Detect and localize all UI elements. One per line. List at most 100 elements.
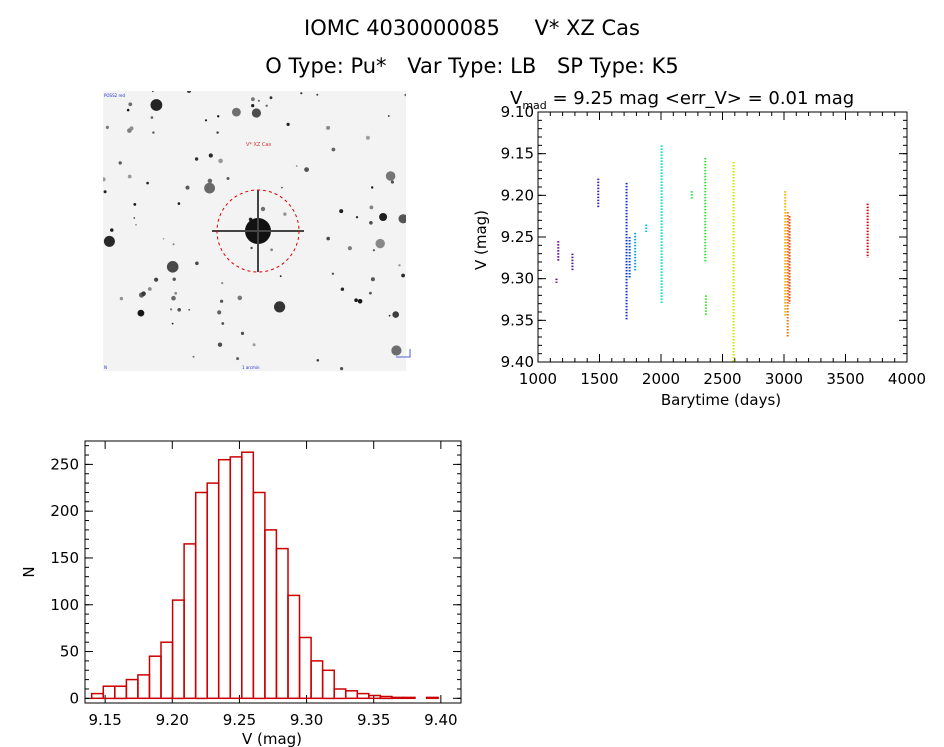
field-star	[174, 291, 178, 295]
histogram-ylabel: N	[20, 566, 38, 577]
field-star	[326, 236, 331, 241]
field-star	[365, 135, 370, 140]
field-star	[274, 301, 286, 313]
histogram-bar	[275, 547, 289, 700]
y-tick-label: 9.35	[501, 311, 534, 329]
histogram-bars	[90, 451, 439, 700]
histogram-bar	[229, 456, 243, 700]
field-star	[300, 92, 303, 95]
y-tick-label: 150	[50, 549, 79, 567]
histogram-bar	[356, 692, 370, 700]
field-star	[141, 291, 146, 297]
field-star	[118, 161, 122, 165]
target-marker-label: V* XZ Cas	[246, 142, 272, 148]
field-star	[103, 235, 115, 247]
field-star	[204, 119, 208, 122]
light-curve-xlabel: Barytime (days)	[661, 391, 781, 409]
field-star	[170, 308, 173, 311]
x-tick-label: 9.20	[156, 711, 189, 729]
x-tick-label: 2500	[703, 370, 741, 388]
histogram-bar	[125, 678, 139, 700]
field-star	[162, 238, 165, 240]
x-tick-label: 9.30	[290, 711, 323, 729]
y-tick-label: 9.20	[501, 186, 534, 204]
field-star	[150, 99, 163, 111]
light-curve-frame	[537, 111, 908, 363]
field-star	[127, 174, 132, 179]
y-tick-label: 9.10	[501, 103, 534, 121]
histogram-plot: 9.15 9.20 9.25 9.30 9.35 9.40050100150200250 …	[20, 440, 462, 747]
image-scale-label: 1 arcmin	[242, 365, 260, 370]
histogram-bar	[310, 660, 324, 700]
field-star	[251, 104, 255, 108]
field-star	[269, 96, 273, 100]
image-corner-label-top-left: POSS2 red	[104, 93, 125, 98]
histogram-bar	[287, 594, 301, 700]
light-curve-ylabel: V (mag)	[472, 210, 490, 270]
field-star	[172, 243, 175, 246]
field-star	[347, 246, 352, 251]
chart-title-id: IOMC 4030000085 V* XZ Cas	[0, 16, 944, 40]
field-star	[265, 104, 268, 107]
field-star	[279, 275, 282, 277]
histogram-bar	[183, 543, 197, 700]
field-star	[195, 261, 199, 266]
histogram-frame	[84, 440, 462, 704]
light-curve-plot: Vmad = 9.25 mag <err_V> = 0.01 mag 1000 1…	[472, 88, 926, 409]
field-star	[236, 357, 240, 361]
histogram-bar	[160, 641, 174, 700]
field-star	[188, 308, 191, 311]
target-circle	[216, 189, 300, 273]
field-star	[354, 298, 358, 303]
field-star	[379, 213, 388, 221]
y-tick-label: 9.30	[501, 270, 534, 288]
field-star	[387, 115, 390, 117]
field-star	[257, 99, 260, 102]
variability-type-label: Var Type: LB	[407, 54, 537, 78]
histogram-bar	[345, 690, 359, 700]
field-star	[398, 214, 406, 224]
field-star	[171, 322, 174, 325]
field-star	[388, 314, 391, 317]
field-star	[240, 331, 245, 335]
field-star	[385, 171, 396, 181]
x-tick-label: 9.15	[88, 711, 121, 729]
field-star	[192, 355, 195, 358]
field-star	[217, 310, 222, 315]
field-star	[150, 116, 154, 119]
field-star	[260, 206, 266, 212]
histogram-bar	[333, 688, 347, 700]
field-star	[295, 165, 298, 167]
field-star	[207, 178, 213, 184]
field-star	[392, 311, 400, 318]
field-star	[369, 291, 372, 295]
x-tick-label: 9.40	[424, 711, 457, 729]
field-star	[171, 295, 176, 301]
field-star	[152, 131, 155, 134]
histogram-bar	[114, 685, 128, 700]
field-star	[250, 246, 253, 250]
y-tick-label: 0	[69, 689, 79, 707]
histogram-bar	[241, 451, 255, 700]
field-star	[331, 147, 336, 152]
field-star	[331, 272, 335, 275]
x-tick-label: 3000	[765, 370, 803, 388]
field-star	[281, 186, 283, 189]
field-star	[103, 177, 106, 182]
histogram-bar	[368, 694, 382, 700]
histogram-bar	[137, 674, 151, 700]
field-star	[251, 97, 255, 102]
field-star	[355, 216, 359, 219]
field-star	[326, 125, 331, 130]
field-star	[226, 177, 230, 180]
image-corner-label-bottom-left: N	[104, 365, 107, 370]
field-star	[217, 115, 220, 118]
field-star	[340, 287, 345, 291]
field-star	[208, 153, 213, 158]
field-star	[133, 217, 136, 219]
field-star	[137, 309, 145, 317]
field-star	[237, 295, 243, 301]
field-star	[105, 125, 109, 129]
histogram-bar	[321, 669, 335, 700]
